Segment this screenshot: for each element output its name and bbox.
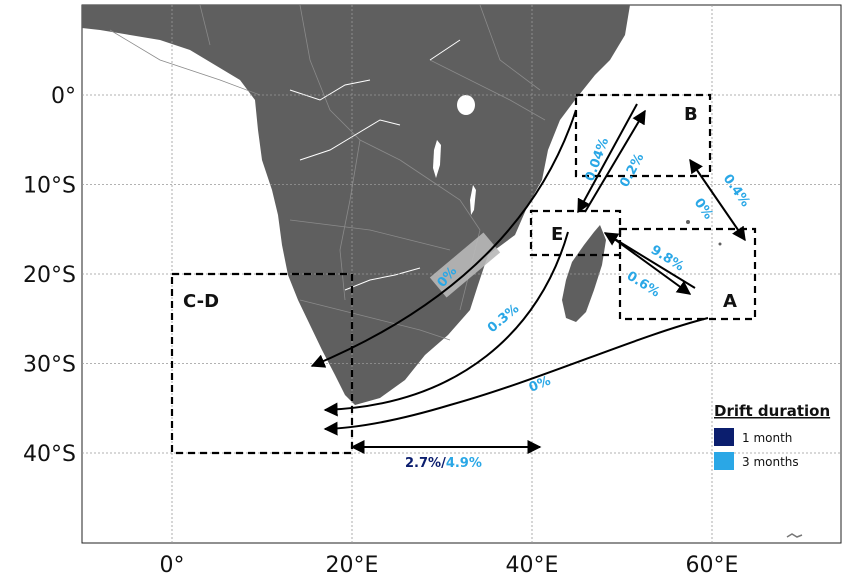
lat-tick-label: 0° <box>51 84 76 109</box>
lat-tick-label: 30°S <box>23 353 76 378</box>
arrow-b-to-e <box>577 103 638 214</box>
arrow-b-to-cd <box>310 109 577 368</box>
island <box>686 220 690 224</box>
country-borders <box>109 5 546 341</box>
drift-arrows <box>310 103 746 454</box>
region-label-a: A <box>723 291 737 312</box>
legend: Drift duration 1 month 3 months <box>714 402 830 470</box>
lon-tick-label: 20°E <box>326 553 379 578</box>
lake-malawi <box>470 185 476 215</box>
legend-label-3months: 3 months <box>742 455 799 469</box>
regions <box>170 93 757 455</box>
lon-tick-label: 0° <box>160 553 185 578</box>
island <box>518 150 522 154</box>
pct-cd-east-sep: / <box>441 456 446 471</box>
lat-tick-label: 20°S <box>23 263 76 288</box>
pct-cd-east: 2.7%/4.9% <box>405 456 482 471</box>
legend-swatch-3months <box>714 452 734 470</box>
arrow-e-to-b <box>584 109 646 213</box>
lon-tick-label: 40°E <box>506 553 559 578</box>
region-e-box <box>529 209 622 257</box>
axis-labels: 0° 20°E 40°E 60°E 0° 10°S 20°S 30°S 40°S <box>23 84 738 578</box>
scribble-mark <box>786 533 803 538</box>
pct-cd-east-3m: 4.9% <box>446 456 482 471</box>
island <box>718 242 722 246</box>
lake-tanganyika <box>433 140 441 178</box>
pct-cd-east-1m: 2.7% <box>405 456 441 471</box>
legend-label-1month: 1 month <box>742 431 792 445</box>
lon-tick-label: 60°E <box>686 553 739 578</box>
africa-landmass <box>82 5 630 405</box>
lat-tick-label: 40°S <box>23 442 76 467</box>
arrow-a-to-cd <box>323 317 709 436</box>
region-label-cd: C-D <box>183 291 219 312</box>
legend-title: Drift duration <box>714 402 830 420</box>
lat-tick-label: 10°S <box>23 174 76 199</box>
arrow-a-to-e <box>603 232 696 289</box>
region-label-e: E <box>551 224 563 245</box>
region-cd-box <box>170 272 354 455</box>
mozambique-transect <box>429 232 501 298</box>
legend-swatch-1month <box>714 428 734 446</box>
region-label-b: B <box>684 104 698 125</box>
lake-victoria <box>457 95 475 115</box>
arrow-e-to-cd <box>323 231 569 417</box>
madagascar <box>562 225 606 322</box>
arrow-b-to-a <box>689 158 746 242</box>
rivers <box>289 39 461 291</box>
region-b-box <box>574 93 712 178</box>
region-a-box <box>618 227 757 321</box>
